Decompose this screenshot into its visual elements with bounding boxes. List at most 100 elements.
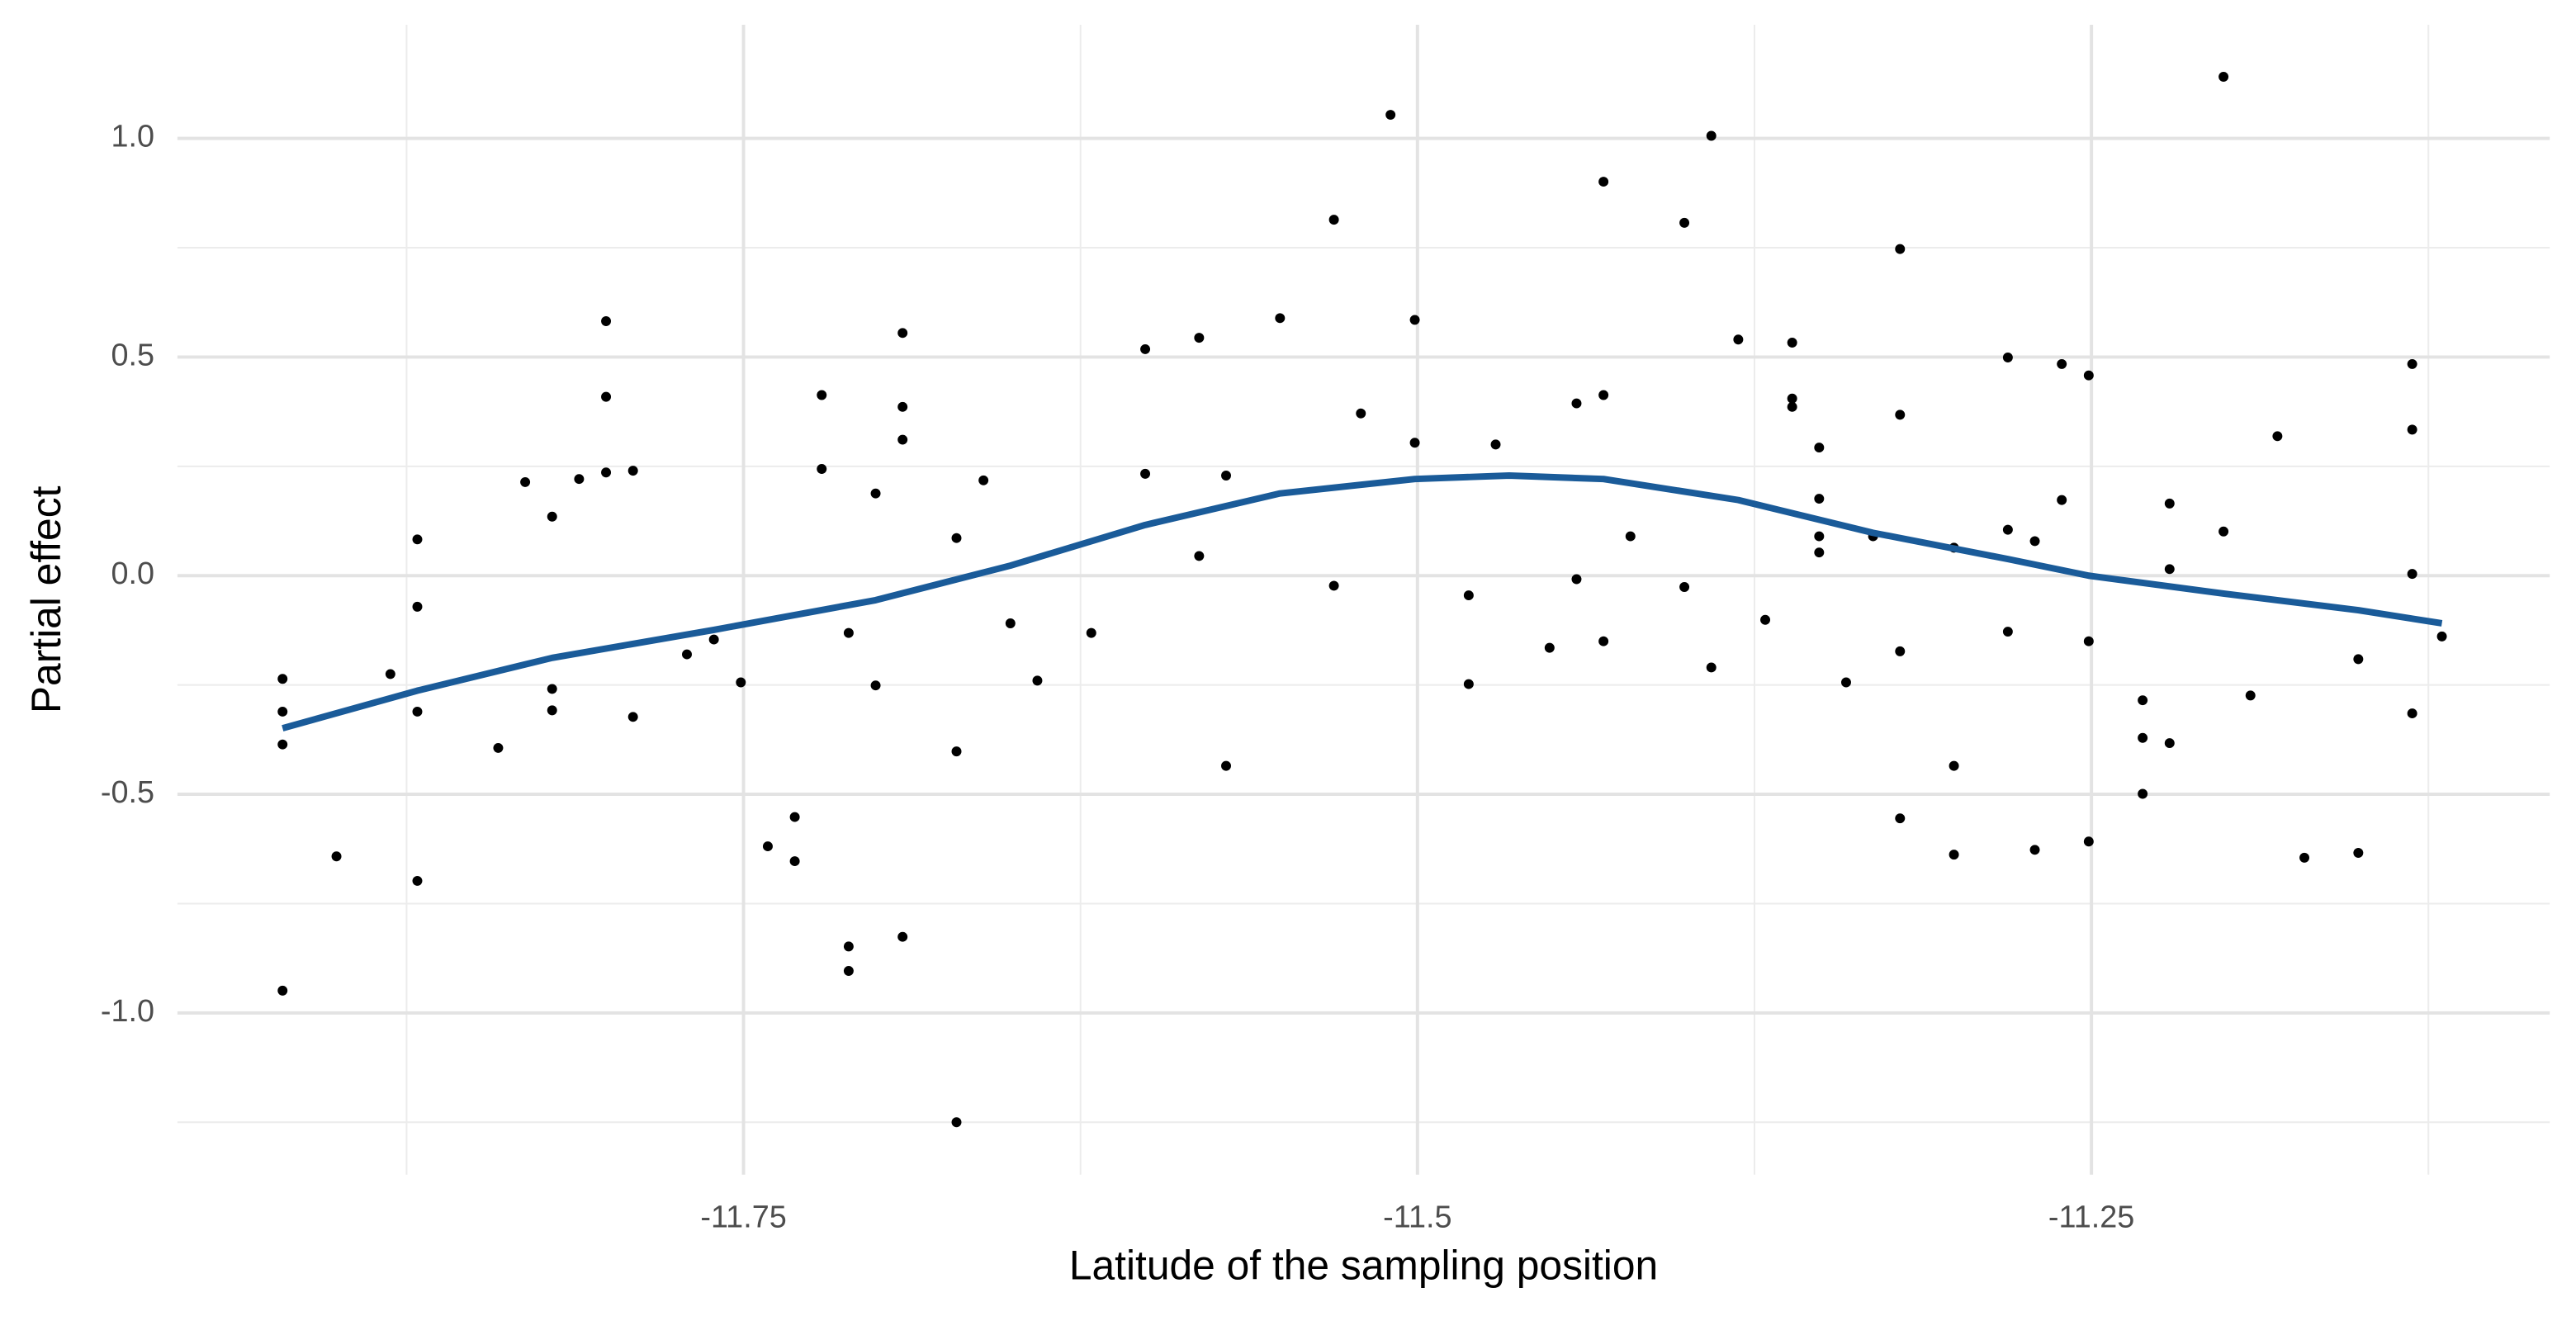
data-point xyxy=(1571,574,1582,585)
data-point xyxy=(897,401,908,412)
data-point xyxy=(1598,177,1609,187)
data-point xyxy=(1385,110,1396,121)
data-point xyxy=(1221,760,1231,771)
data-point xyxy=(1733,334,1744,345)
data-point xyxy=(1086,627,1096,638)
data-point xyxy=(1328,580,1339,591)
data-point xyxy=(1787,393,1797,404)
data-point xyxy=(520,476,531,487)
data-point xyxy=(2057,495,2067,505)
data-point xyxy=(385,669,395,679)
data-point xyxy=(547,511,557,522)
data-point xyxy=(817,464,827,474)
data-point xyxy=(897,434,908,445)
data-point xyxy=(1490,439,1501,450)
data-point xyxy=(412,706,423,717)
data-point xyxy=(547,684,557,694)
data-point xyxy=(1140,343,1151,354)
data-point xyxy=(547,705,557,716)
data-point xyxy=(1221,471,1231,481)
data-point xyxy=(682,649,692,660)
data-point xyxy=(601,316,612,326)
data-point xyxy=(2407,358,2417,369)
data-point xyxy=(2029,536,2040,547)
data-point xyxy=(2002,524,2013,535)
data-point xyxy=(978,475,989,485)
data-point xyxy=(2407,708,2417,719)
data-point xyxy=(1895,244,1906,254)
data-point xyxy=(1328,215,1339,225)
data-point xyxy=(1895,646,1906,656)
data-point xyxy=(2407,569,2417,580)
data-point xyxy=(2299,852,2310,863)
data-point xyxy=(412,875,423,886)
data-point xyxy=(762,841,773,852)
data-point xyxy=(1706,130,1717,141)
data-point xyxy=(1787,338,1797,348)
data-point xyxy=(2353,848,2364,858)
data-point xyxy=(1895,410,1906,420)
data-point xyxy=(627,712,638,722)
data-point xyxy=(708,634,719,645)
x-axis-title: Latitude of the sampling position xyxy=(1069,1242,1658,1288)
data-point xyxy=(2164,564,2175,575)
data-point xyxy=(1814,547,1825,558)
data-point xyxy=(1949,760,1959,771)
y-tick-label: 0.5 xyxy=(111,338,154,372)
data-point xyxy=(1814,494,1825,504)
data-point xyxy=(1005,618,1016,628)
data-point xyxy=(789,812,800,822)
data-point xyxy=(2002,627,2013,637)
data-point xyxy=(2407,424,2417,435)
data-point xyxy=(843,627,854,638)
data-point xyxy=(2164,738,2175,749)
y-tick-label: 0.0 xyxy=(111,556,154,591)
data-point xyxy=(843,941,854,952)
data-point xyxy=(951,746,962,757)
grid xyxy=(177,24,2550,1175)
data-point xyxy=(2057,358,2067,369)
y-tick-label: 1.0 xyxy=(111,120,154,154)
data-point xyxy=(1895,813,1906,824)
data-point xyxy=(2083,836,2094,847)
data-point xyxy=(897,328,908,339)
plot-marks xyxy=(277,72,2447,1128)
data-point xyxy=(1814,531,1825,542)
data-point xyxy=(1598,636,1609,646)
data-point xyxy=(1679,582,1690,592)
data-point xyxy=(843,966,854,976)
x-tick-label: -11.5 xyxy=(1383,1200,1451,1235)
data-point xyxy=(951,533,962,543)
data-point xyxy=(1463,679,1474,689)
data-point xyxy=(1140,468,1151,479)
data-point xyxy=(1787,401,1797,412)
data-point xyxy=(1949,850,1959,860)
smooth-line xyxy=(282,471,2443,732)
data-point xyxy=(2083,370,2094,381)
data-point xyxy=(1598,390,1609,400)
data-point xyxy=(1409,315,1420,325)
data-point xyxy=(736,677,746,688)
data-point xyxy=(1275,313,1286,324)
data-point xyxy=(2083,636,2094,646)
data-point xyxy=(2353,654,2364,665)
data-point xyxy=(1356,408,1366,419)
data-point xyxy=(2218,72,2229,82)
data-point xyxy=(870,488,881,499)
data-point xyxy=(951,1117,962,1128)
data-point xyxy=(1814,443,1825,453)
data-point xyxy=(277,985,288,996)
y-tick-label: -0.5 xyxy=(101,775,154,810)
data-point xyxy=(2138,788,2148,799)
data-point xyxy=(1463,590,1474,601)
data-point xyxy=(2138,732,2148,743)
data-point xyxy=(2218,526,2229,537)
data-point xyxy=(897,931,908,942)
data-point xyxy=(1706,662,1717,673)
data-point xyxy=(277,706,288,717)
data-point xyxy=(493,742,504,753)
data-point xyxy=(412,601,423,612)
data-point xyxy=(1194,333,1205,343)
